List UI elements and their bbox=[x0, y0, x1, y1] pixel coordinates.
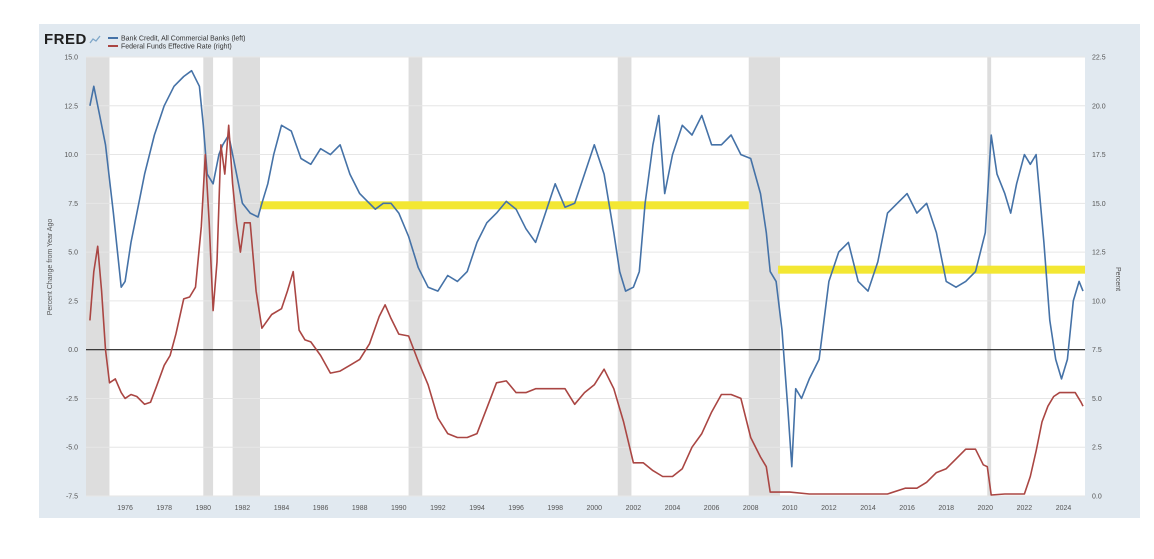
x-axis-ticks: 1976 1978 1980 1982 1984 1986 1988 1990 1992 1994… bbox=[117, 505, 1071, 512]
y-right-tick-label: 5.0 bbox=[1092, 396, 1102, 403]
x-tick-label: 1994 bbox=[469, 505, 485, 512]
series-line-fed-funds bbox=[89, 124, 1084, 496]
y-left-tick-label: -2.5 bbox=[66, 396, 78, 403]
recession-band-4 bbox=[617, 57, 632, 496]
recession-band-3 bbox=[408, 57, 423, 496]
x-tick-label: 1992 bbox=[430, 505, 446, 512]
y-right-tick-label: 12.5 bbox=[1092, 250, 1106, 257]
x-tick-label: 1998 bbox=[547, 505, 563, 512]
x-tick-label: 2002 bbox=[626, 505, 642, 512]
x-tick-label: 2012 bbox=[821, 505, 837, 512]
y-right-tick-label: 22.5 bbox=[1092, 55, 1106, 62]
y-right-tick-label: 15.0 bbox=[1092, 201, 1106, 208]
x-tick-label: 1976 bbox=[117, 505, 133, 512]
x-tick-label: 2006 bbox=[704, 505, 720, 512]
y-right-tick-label: 20.0 bbox=[1092, 103, 1106, 110]
y-left-tick-label: 15.0 bbox=[64, 55, 78, 62]
x-tick-label: 2022 bbox=[1017, 505, 1033, 512]
x-tick-label: 2004 bbox=[665, 505, 681, 512]
legend-label-bank-credit: Bank Credit, All Commercial Banks (left) bbox=[121, 36, 245, 43]
y-right-tick-label: 0.0 bbox=[1092, 494, 1102, 501]
y-right-tick-label: 17.5 bbox=[1092, 152, 1106, 159]
x-tick-label: 2024 bbox=[1056, 505, 1072, 512]
y-left-tick-label: -5.0 bbox=[66, 445, 78, 452]
y-right-tick-label: 10.0 bbox=[1092, 298, 1106, 305]
x-tick-label: 1984 bbox=[274, 505, 290, 512]
x-tick-label: 2010 bbox=[782, 505, 798, 512]
series-lines bbox=[89, 69, 1084, 496]
recession-band-6 bbox=[987, 57, 992, 496]
recession-band-1 bbox=[203, 57, 214, 496]
x-tick-label: 1980 bbox=[196, 505, 212, 512]
x-tick-label: 1988 bbox=[352, 505, 368, 512]
highlight-bands bbox=[259, 201, 1085, 274]
y-left-tick-label: 5.0 bbox=[68, 250, 78, 257]
y-left-tick-label: 10.0 bbox=[64, 152, 78, 159]
x-tick-label: 2018 bbox=[938, 505, 954, 512]
y-axis-right-label: Percent bbox=[1114, 267, 1121, 291]
recession-band-2 bbox=[232, 57, 260, 496]
fred-logo: FRED bbox=[44, 31, 87, 48]
fred-logo-icon bbox=[89, 35, 101, 44]
y-axis-left-label: Percent Change from Year Ago bbox=[47, 219, 54, 316]
y-axis-left-ticks: 15.0 12.5 10.0 7.5 5.0 2.5 0.0 -2.5 -5.0 -7.5 bbox=[64, 55, 78, 501]
x-tick-label: 2016 bbox=[899, 505, 915, 512]
legend-label-fed-funds: Federal Funds Effective Rate (right) bbox=[121, 44, 232, 51]
x-tick-label: 1996 bbox=[508, 505, 524, 512]
x-tick-label: 1978 bbox=[156, 505, 172, 512]
x-tick-label: 1982 bbox=[235, 505, 251, 512]
x-tick-label: 2014 bbox=[860, 505, 876, 512]
recession-band-0 bbox=[86, 57, 110, 496]
y-left-tick-label: 0.0 bbox=[68, 347, 78, 354]
y-left-tick-label: 7.5 bbox=[68, 201, 78, 208]
x-tick-label: 2000 bbox=[587, 505, 603, 512]
highlight-band-1 bbox=[778, 265, 1085, 274]
y-right-tick-label: 7.5 bbox=[1092, 347, 1102, 354]
y-right-tick-label: 2.5 bbox=[1092, 445, 1102, 452]
x-tick-label: 2008 bbox=[743, 505, 759, 512]
y-left-tick-label: 12.5 bbox=[64, 103, 78, 110]
x-tick-label: 1990 bbox=[391, 505, 407, 512]
recession-band-5 bbox=[748, 57, 781, 496]
highlight-band-0 bbox=[259, 201, 749, 210]
y-left-tick-label: 2.5 bbox=[68, 298, 78, 305]
x-tick-label: 2020 bbox=[978, 505, 994, 512]
y-axis-right-ticks: 22.5 20.0 17.5 15.0 12.5 10.0 7.5 5.0 2.5 0.0 bbox=[1092, 55, 1106, 501]
y-left-tick-label: -7.5 bbox=[66, 494, 78, 501]
x-tick-label: 1986 bbox=[313, 505, 329, 512]
